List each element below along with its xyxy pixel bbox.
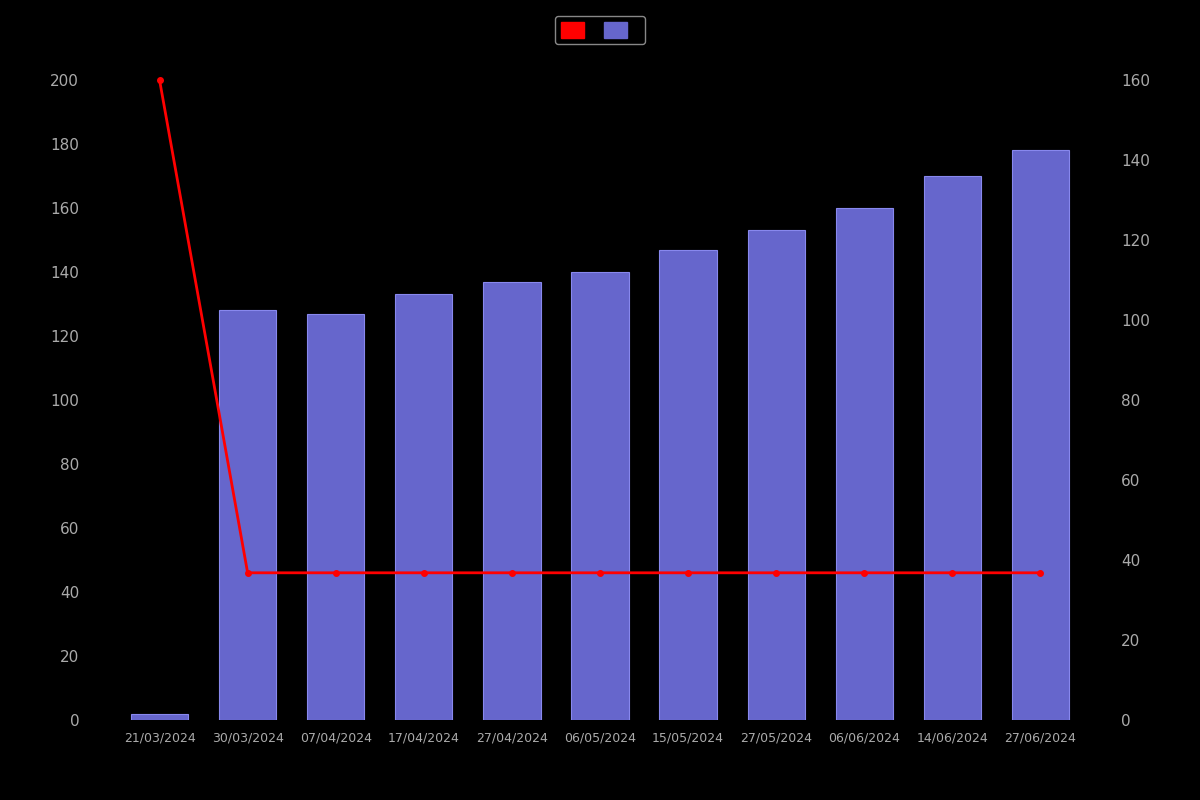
Bar	[307, 314, 365, 720]
Bar	[131, 714, 188, 720]
Bar	[924, 176, 980, 720]
Bar	[395, 294, 452, 720]
Bar	[220, 310, 276, 720]
Bar	[484, 282, 540, 720]
Bar	[660, 250, 716, 720]
Bar	[835, 208, 893, 720]
Legend: , : ,	[554, 16, 646, 44]
Bar	[748, 230, 805, 720]
Bar	[571, 272, 629, 720]
Bar	[1012, 150, 1069, 720]
